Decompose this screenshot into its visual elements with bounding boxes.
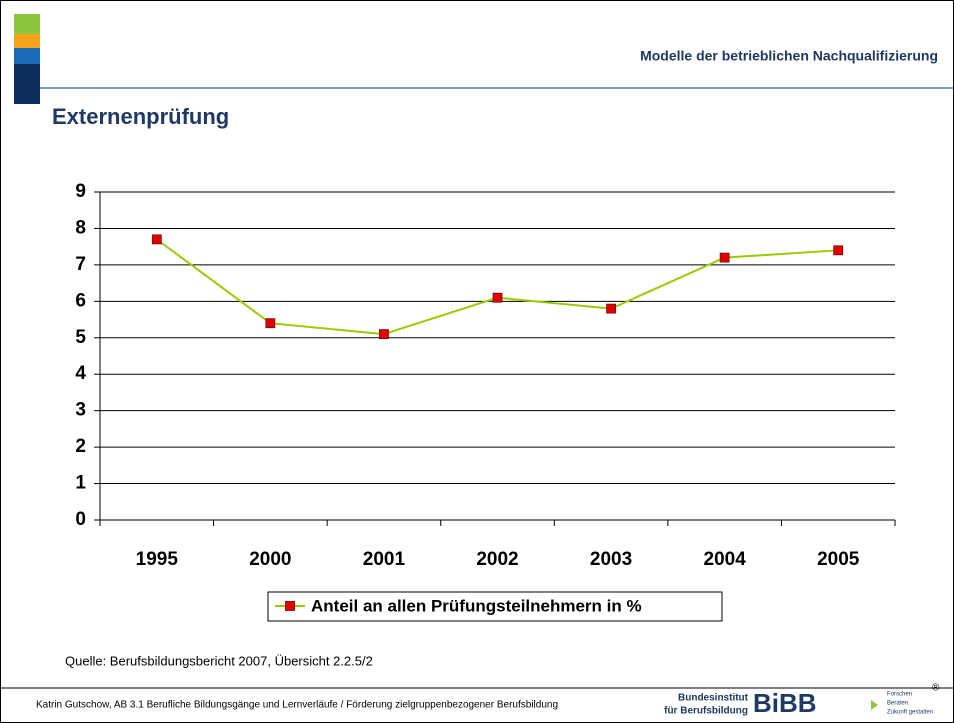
- legend-marker: [285, 601, 295, 611]
- y-tick-label: 7: [75, 254, 86, 275]
- x-tick-label: 2003: [590, 549, 632, 570]
- logo-tag2: Beraten: [887, 701, 908, 707]
- logo-reg: ®: [932, 683, 940, 694]
- logo-tag3: Zukunft gestalten: [887, 710, 933, 716]
- point-marker: [265, 318, 276, 329]
- x-tick-label: 2001: [363, 549, 406, 570]
- stripe-navy: [14, 64, 40, 104]
- x-tick-label: 2002: [476, 549, 518, 570]
- point-marker: [833, 245, 844, 256]
- x-tick-label: 1995: [136, 549, 179, 570]
- legend-box: [267, 591, 723, 622]
- point-marker: [492, 292, 503, 303]
- point-marker: [606, 303, 616, 314]
- stripe-orange: [14, 34, 40, 48]
- x-tick-label: 2000: [249, 549, 291, 570]
- x-tick-label: 2005: [817, 549, 860, 570]
- y-tick-label: 9: [75, 181, 86, 202]
- footer-text: Katrin Gutschow, AB 3.1 Berufliche Bildu…: [36, 700, 558, 711]
- logo-arrow: [871, 700, 878, 710]
- point-marker: [719, 252, 730, 263]
- stripe-blue: [14, 48, 40, 64]
- header-title: Modelle der betrieblichen Nachqualifizie…: [640, 48, 938, 64]
- logo-line2: für Berufsbildung: [664, 706, 748, 717]
- logo-tag1: Forschen: [887, 692, 912, 698]
- source: Quelle: Berufsbildungsbericht 2007, Über…: [65, 653, 373, 668]
- y-tick-label: 8: [75, 217, 86, 238]
- slide-title: Externenprüfung: [52, 104, 229, 129]
- logo-line1: Bundesinstitut: [678, 693, 749, 704]
- stripe-green: [14, 14, 40, 34]
- y-tick-label: 0: [75, 509, 86, 530]
- y-tick-label: 1: [75, 473, 86, 494]
- point-marker: [379, 329, 389, 340]
- point-marker: [151, 234, 162, 245]
- y-tick-label: 2: [75, 436, 86, 457]
- x-tick-label: 2004: [704, 549, 747, 570]
- logo-mark: BiBB: [753, 688, 817, 718]
- y-tick-label: 3: [75, 400, 86, 421]
- legend-label: Anteil an allen Prüfungsteilnehmern in %: [311, 596, 642, 615]
- y-tick-label: 5: [75, 327, 86, 348]
- y-tick-label: 4: [75, 363, 86, 384]
- chart: 0 1 2 3 4 5 6 7 8 9 1995 2000 2001 2002 2003 2004 2005 An…: [75, 181, 896, 622]
- y-tick-label: 6: [75, 290, 86, 311]
